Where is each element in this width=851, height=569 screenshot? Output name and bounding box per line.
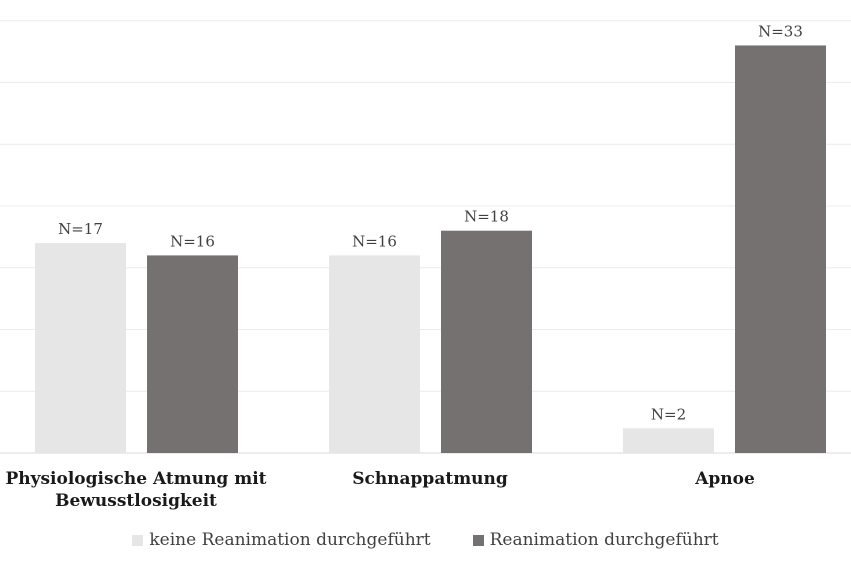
data-label-series-0-category-2: N=2 [651, 405, 686, 423]
legend-label-1: Reanimation durchgeführt [489, 530, 719, 550]
bar-series-0-category-1 [329, 255, 420, 453]
legend-item-1: Reanimation durchgeführt [472, 530, 719, 550]
legend-item-0: keine Reanimation durchgeführt [132, 530, 431, 550]
category-label-0-line-2: Bewusstlosigkeit [55, 491, 217, 511]
category-label-1: Schnappatmung [300, 468, 560, 490]
legend-swatch-0 [132, 534, 144, 546]
legend-label-0: keine Reanimation durchgeführt [149, 530, 431, 550]
data-label-series-1-category-1: N=18 [464, 208, 509, 226]
data-label-series-1-category-2: N=33 [758, 22, 803, 40]
bar-series-1-category-0 [147, 255, 238, 453]
category-label-1-line-1: Schnappatmung [352, 469, 508, 489]
bar-series-1-category-1 [441, 230, 532, 453]
category-label-0-line-1: Physiologische Atmung mit [5, 469, 267, 489]
bar-series-1-category-2 [735, 45, 826, 453]
bar-series-0-category-0 [35, 243, 126, 453]
data-label-series-0-category-1: N=16 [352, 232, 397, 250]
bar-series-0-category-2 [623, 428, 714, 453]
category-label-2: Apnoe [630, 468, 820, 490]
data-label-series-0-category-0: N=17 [58, 220, 103, 238]
category-label-2-line-1: Apnoe [695, 469, 755, 489]
data-label-series-1-category-0: N=16 [170, 232, 215, 250]
legend-swatch-1 [472, 534, 484, 546]
legend: keine Reanimation durchgeführt Reanimati… [0, 530, 851, 550]
category-label-0: Physiologische Atmung mit Bewusstlosigke… [0, 468, 272, 512]
